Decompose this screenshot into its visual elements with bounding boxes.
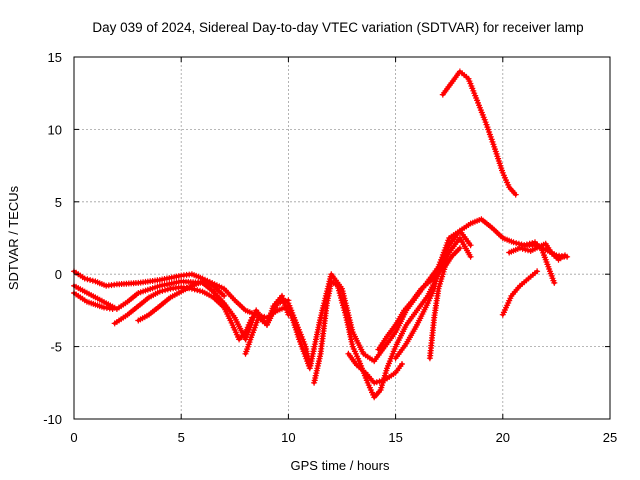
x-tick-label: 15 [388,430,402,445]
chart-title: Day 039 of 2024, Sidereal Day-to-day VTE… [92,20,583,35]
y-axis-label: SDTVAR / TECUs [6,185,21,290]
x-tick-label: 25 [603,430,617,445]
y-tick-label: 15 [48,50,62,65]
series-markers [392,227,474,362]
series-track-11 [392,227,474,362]
grid [74,57,610,419]
series-markers [345,350,405,386]
series-markers [506,240,568,263]
series-track-13 [439,68,519,198]
series-track-15 [506,240,568,263]
y-tick-label: 0 [55,267,62,282]
series-track-5 [135,278,228,324]
series-track-14 [499,268,541,318]
axis-ticks: 0 5 10 15 20 25 -10 -5 0 5 10 15 [43,50,617,445]
series-track-16 [521,239,558,286]
x-tick-label: 20 [496,430,510,445]
series-track-12 [426,245,463,362]
x-axis-label: GPS time / hours [291,458,390,473]
plot-frame [73,56,611,420]
y-tick-label: 5 [55,195,62,210]
series-markers [242,292,292,357]
series-markers [285,300,313,369]
series-markers [439,68,519,198]
series-markers [499,268,541,318]
series-markers [135,278,228,324]
series-track-6 [242,292,292,357]
y-tick-label: -5 [50,340,62,355]
y-tick-label: -10 [43,412,62,427]
x-tick-label: 10 [281,430,295,445]
data-series-layer [71,68,571,401]
series-markers [521,239,558,286]
series-track-3 [71,290,116,312]
x-tick-label: 0 [70,430,77,445]
y-tick-label: 10 [48,122,62,137]
series-markers [426,245,463,362]
x-tick-label: 5 [178,430,185,445]
series-track-7 [285,300,313,369]
series-track-9 [345,350,405,386]
